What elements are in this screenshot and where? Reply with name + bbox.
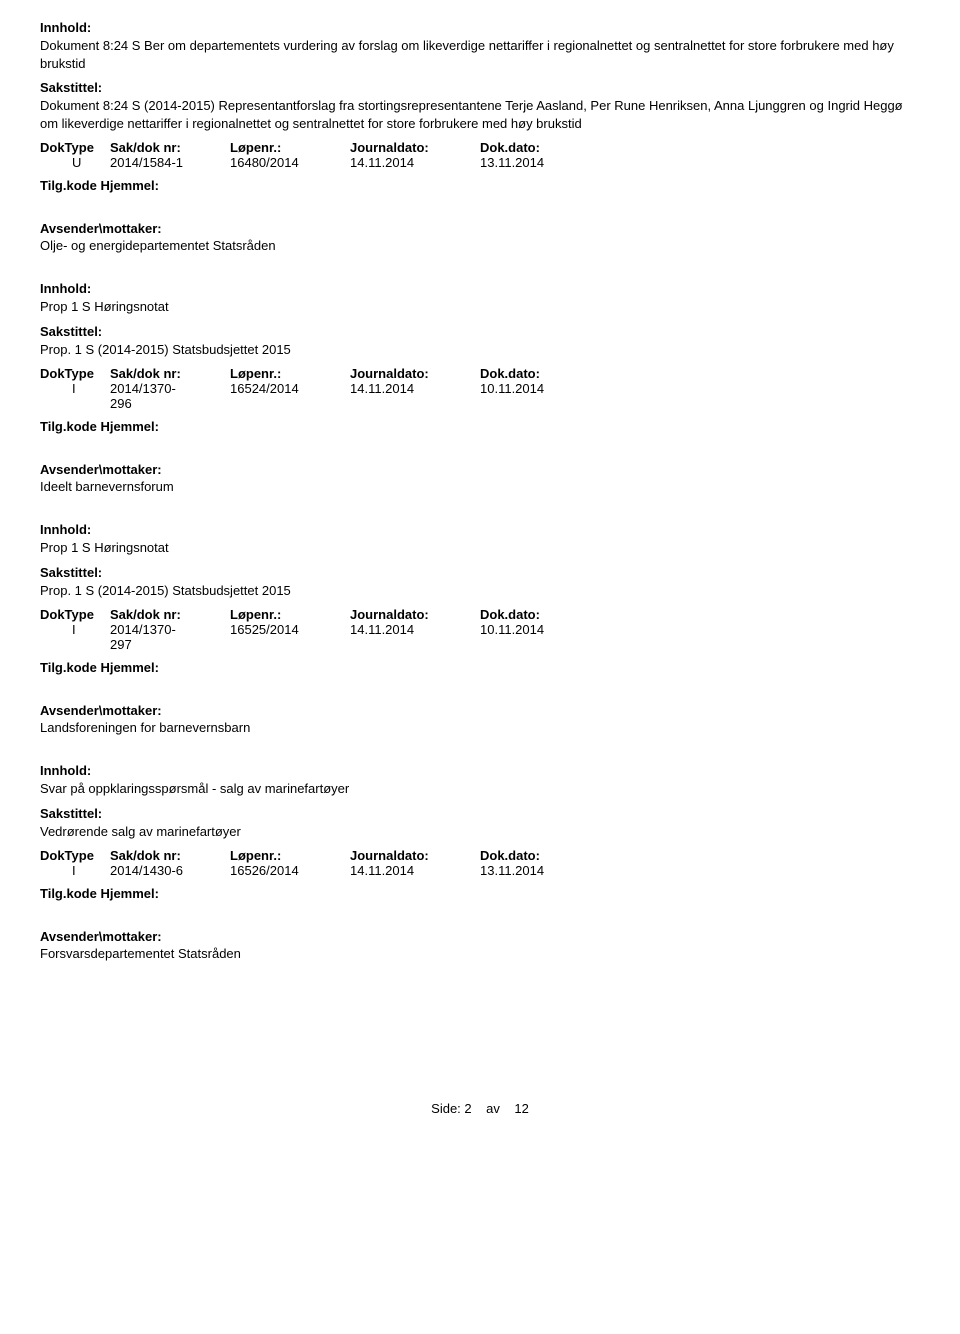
dokdato-value: 10.11.2014 [480, 622, 600, 652]
avsender-block: Avsender\mottaker: Ideelt barnevernsforu… [40, 462, 920, 494]
tilgkode-label: Tilg.kode [40, 886, 97, 901]
table-data-row: I 2014/1370- 297 16525/2014 14.11.2014 1… [40, 622, 920, 652]
innhold-text: Svar på oppklaringsspørsmål - salg av ma… [40, 780, 920, 798]
doktype-value: I [40, 622, 110, 652]
col-doktype-header: DokType [40, 607, 110, 622]
lopenr-value: 16526/2014 [230, 863, 350, 878]
innhold-label: Innhold: [40, 522, 920, 537]
avsender-label: Avsender\mottaker: [40, 703, 920, 718]
col-doktype-header: DokType [40, 366, 110, 381]
col-dokdato-header: Dok.dato: [480, 848, 600, 863]
sakstittel-label: Sakstittel: [40, 565, 920, 580]
journal-entry: Innhold: Prop 1 S Høringsnotat Sakstitte… [40, 281, 920, 494]
col-journal-header: Journaldato: [350, 140, 480, 155]
tilgkode-row: Tilg.kode Hjemmel: [40, 660, 920, 675]
saknr-value: 2014/1430-6 [110, 863, 230, 878]
dokdato-value: 13.11.2014 [480, 155, 600, 170]
col-journal-header: Journaldato: [350, 848, 480, 863]
footer-av-label: av [486, 1101, 500, 1116]
avsender-block: Avsender\mottaker: Landsforeningen for b… [40, 703, 920, 735]
journal-value: 14.11.2014 [350, 622, 480, 652]
table-header-row: DokType Sak/dok nr: Løpenr.: Journaldato… [40, 607, 920, 622]
innhold-text: Prop 1 S Høringsnotat [40, 539, 920, 557]
tilgkode-label: Tilg.kode [40, 178, 97, 193]
col-saknr-header: Sak/dok nr: [110, 607, 230, 622]
sakstittel-text: Vedrørende salg av marinefartøyer [40, 823, 920, 841]
table-data-row: U 2014/1584-1 16480/2014 14.11.2014 13.1… [40, 155, 920, 170]
col-dokdato-header: Dok.dato: [480, 607, 600, 622]
avsender-text: Ideelt barnevernsforum [40, 479, 920, 494]
lopenr-value: 16524/2014 [230, 381, 350, 411]
doktype-value: U [40, 155, 110, 170]
journal-value: 14.11.2014 [350, 155, 480, 170]
innhold-label: Innhold: [40, 281, 920, 296]
sakstittel-text: Dokument 8:24 S (2014-2015) Representant… [40, 97, 920, 132]
saknr-value: 2014/1370- 297 [110, 622, 230, 652]
dokdato-value: 10.11.2014 [480, 381, 600, 411]
table-header-row: DokType Sak/dok nr: Løpenr.: Journaldato… [40, 140, 920, 155]
col-doktype-header: DokType [40, 140, 110, 155]
lopenr-value: 16525/2014 [230, 622, 350, 652]
table-header-row: DokType Sak/dok nr: Løpenr.: Journaldato… [40, 366, 920, 381]
journal-entry: Innhold: Dokument 8:24 S Ber om departem… [40, 20, 920, 253]
hjemmel-label: Hjemmel: [100, 886, 159, 901]
hjemmel-label: Hjemmel: [100, 178, 159, 193]
table-header-row: DokType Sak/dok nr: Løpenr.: Journaldato… [40, 848, 920, 863]
col-journal-header: Journaldato: [350, 607, 480, 622]
col-saknr-header: Sak/dok nr: [110, 366, 230, 381]
col-journal-header: Journaldato: [350, 366, 480, 381]
journal-entry: Innhold: Svar på oppklaringsspørsmål - s… [40, 763, 920, 961]
footer-side-label: Side: [431, 1101, 461, 1116]
sakstittel-label: Sakstittel: [40, 80, 920, 95]
journal-value: 14.11.2014 [350, 863, 480, 878]
innhold-text: Prop 1 S Høringsnotat [40, 298, 920, 316]
table-data-row: I 2014/1430-6 16526/2014 14.11.2014 13.1… [40, 863, 920, 878]
col-doktype-header: DokType [40, 848, 110, 863]
innhold-text: Dokument 8:24 S Ber om departementets vu… [40, 37, 920, 72]
innhold-label: Innhold: [40, 20, 920, 35]
tilgkode-label: Tilg.kode [40, 419, 97, 434]
avsender-text: Olje- og energidepartementet Statsråden [40, 238, 920, 253]
col-dokdato-header: Dok.dato: [480, 366, 600, 381]
footer-total: 12 [514, 1101, 528, 1116]
avsender-label: Avsender\mottaker: [40, 929, 920, 944]
col-lopenr-header: Løpenr.: [230, 848, 350, 863]
page-footer: Side: 2 av 12 [40, 1101, 920, 1116]
tilgkode-row: Tilg.kode Hjemmel: [40, 886, 920, 901]
sakstittel-text: Prop. 1 S (2014-2015) Statsbudsjettet 20… [40, 582, 920, 600]
col-saknr-header: Sak/dok nr: [110, 848, 230, 863]
hjemmel-label: Hjemmel: [100, 419, 159, 434]
avsender-block: Avsender\mottaker: Forsvarsdepartementet… [40, 929, 920, 961]
col-lopenr-header: Løpenr.: [230, 366, 350, 381]
saknr-value: 2014/1370- 296 [110, 381, 230, 411]
col-lopenr-header: Løpenr.: [230, 607, 350, 622]
tilgkode-row: Tilg.kode Hjemmel: [40, 178, 920, 193]
footer-page-num: 2 [464, 1101, 471, 1116]
col-lopenr-header: Løpenr.: [230, 140, 350, 155]
doktype-value: I [40, 381, 110, 411]
table-data-row: I 2014/1370- 296 16524/2014 14.11.2014 1… [40, 381, 920, 411]
hjemmel-label: Hjemmel: [100, 660, 159, 675]
avsender-text: Landsforeningen for barnevernsbarn [40, 720, 920, 735]
journal-entry: Innhold: Prop 1 S Høringsnotat Sakstitte… [40, 522, 920, 735]
avsender-text: Forsvarsdepartementet Statsråden [40, 946, 920, 961]
col-dokdato-header: Dok.dato: [480, 140, 600, 155]
sakstittel-label: Sakstittel: [40, 324, 920, 339]
avsender-label: Avsender\mottaker: [40, 221, 920, 236]
sakstittel-text: Prop. 1 S (2014-2015) Statsbudsjettet 20… [40, 341, 920, 359]
tilgkode-label: Tilg.kode [40, 660, 97, 675]
avsender-block: Avsender\mottaker: Olje- og energidepart… [40, 221, 920, 253]
lopenr-value: 16480/2014 [230, 155, 350, 170]
doktype-value: I [40, 863, 110, 878]
tilgkode-row: Tilg.kode Hjemmel: [40, 419, 920, 434]
dokdato-value: 13.11.2014 [480, 863, 600, 878]
journal-value: 14.11.2014 [350, 381, 480, 411]
innhold-label: Innhold: [40, 763, 920, 778]
saknr-value: 2014/1584-1 [110, 155, 230, 170]
avsender-label: Avsender\mottaker: [40, 462, 920, 477]
col-saknr-header: Sak/dok nr: [110, 140, 230, 155]
sakstittel-label: Sakstittel: [40, 806, 920, 821]
